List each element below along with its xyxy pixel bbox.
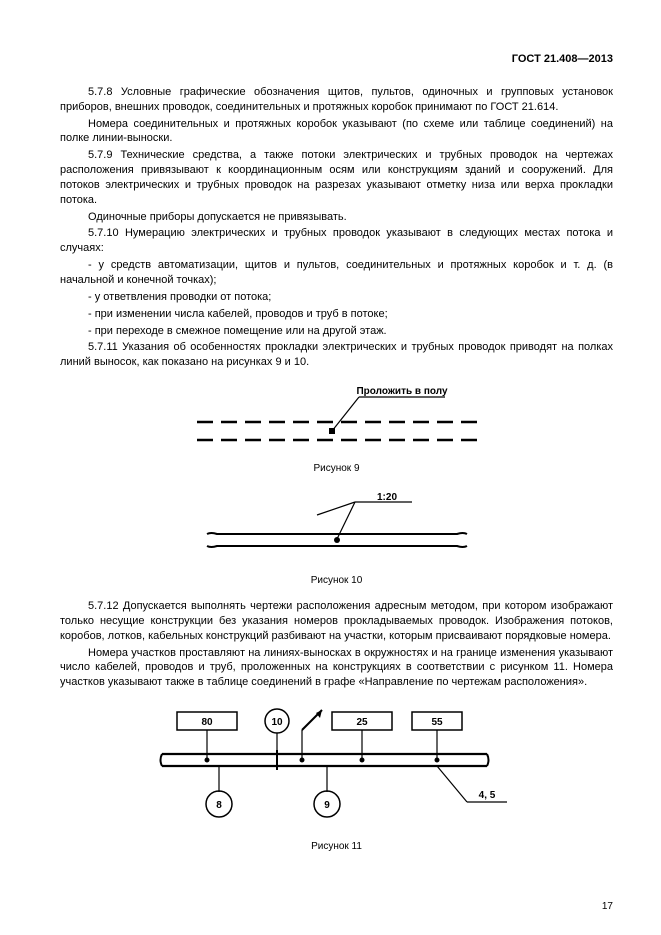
para-5712: 5.7.12 Допускается выполнять чертежи рас…: [60, 599, 613, 644]
para-5710: 5.7.10 Нумерацию электрических и трубных…: [60, 226, 613, 256]
para-579: 5.7.9 Технические средства, а также пото…: [60, 148, 613, 207]
li-2: - у ответвления проводки от потока;: [60, 290, 613, 305]
fig11-circ-top: 10: [271, 717, 283, 728]
para-578b: Номера соединительных и протяжных коробо…: [60, 117, 613, 147]
fig11-box3: 55: [431, 717, 443, 728]
fig11-box2: 25: [356, 717, 368, 728]
para-5711: 5.7.11 Указания об особенностях прокладк…: [60, 340, 613, 370]
para-579b: Одиночные приборы допускается не привязы…: [60, 210, 613, 225]
para-5712b: Номера участков проставляют на линиях-вы…: [60, 646, 613, 691]
fig11-circ-b2: 9: [324, 800, 330, 811]
figure-11: 80 10 25 55: [60, 704, 613, 834]
figure-10: 1:20: [60, 490, 613, 568]
figure-9-caption: Рисунок 9: [60, 462, 613, 476]
para-578: 5.7.8 Условные графические обозначения щ…: [60, 85, 613, 115]
fig10-annotation: 1:20: [377, 492, 397, 503]
figure-10-caption: Рисунок 10: [60, 574, 613, 588]
page-number: 17: [602, 900, 613, 914]
figure-11-caption: Рисунок 11: [60, 840, 613, 854]
li-4: - при переходе в смежное помещение или н…: [60, 324, 613, 339]
fig9-annotation: Проложить в полу: [356, 386, 447, 397]
fig11-box1: 80: [201, 717, 213, 728]
li-3: - при изменении числа кабелей, проводов …: [60, 307, 613, 322]
li-1: - у средств автоматизации, щитов и пульт…: [60, 258, 613, 288]
fig11-circ-b1: 8: [216, 800, 222, 811]
fig11-leader: 4, 5: [478, 790, 495, 801]
standard-header: ГОСТ 21.408—2013: [60, 52, 613, 67]
figure-9: Проложить в полу: [60, 384, 613, 456]
